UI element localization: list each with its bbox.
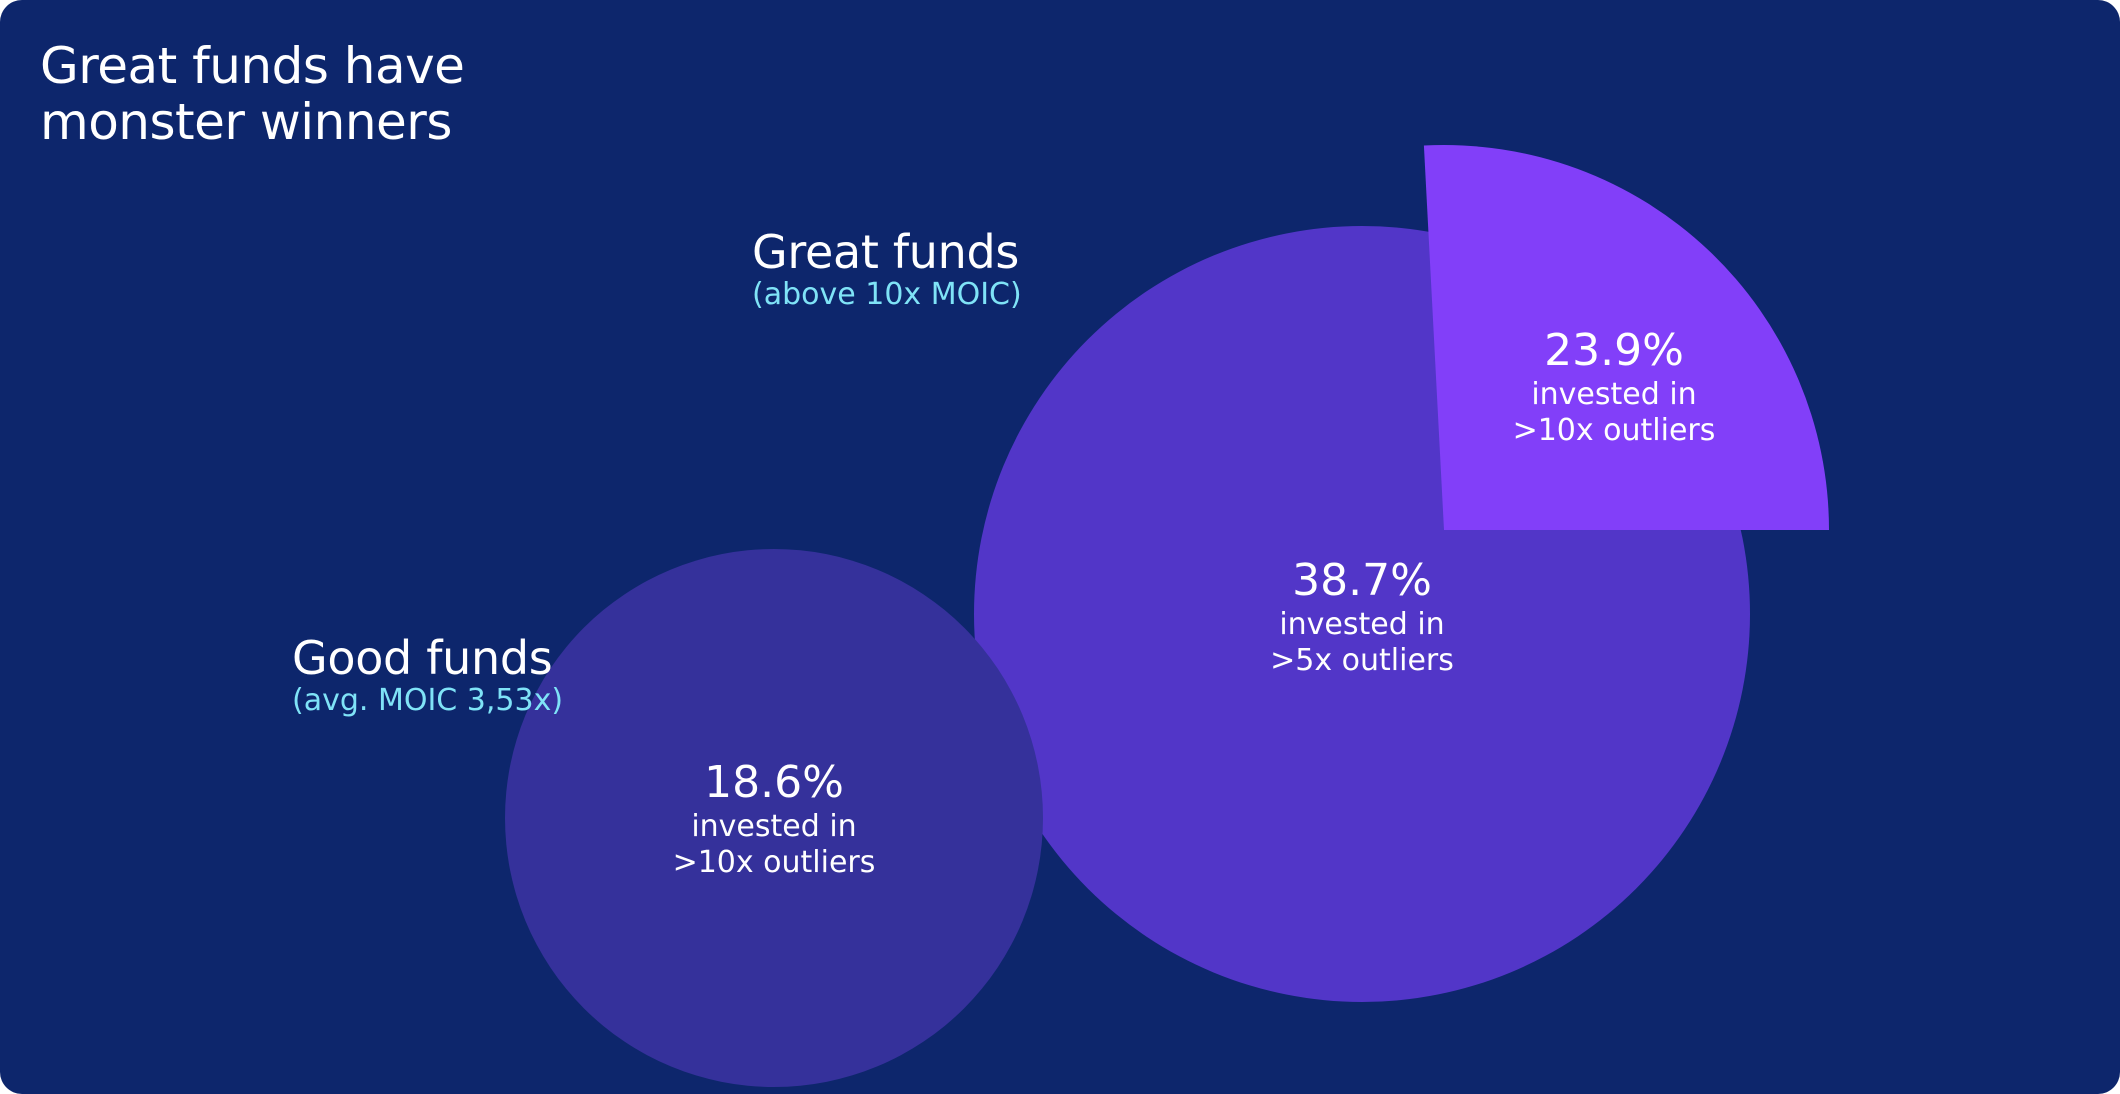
- good-funds-name: Good funds: [292, 631, 553, 685]
- great-funds-label: Great funds (above 10x MOIC): [752, 226, 1022, 312]
- great-funds-name: Great funds: [752, 225, 1020, 279]
- good-funds-note: (avg. MOIC 3,53x): [292, 683, 564, 718]
- great-funds-10x-desc-line-2: >10x outliers: [1513, 413, 1716, 448]
- chart-title-line-2: monster winners: [40, 93, 452, 151]
- great-funds-10x-desc-line-1: invested in: [1531, 377, 1696, 412]
- great-funds-5x-desc-line-2: >5x outliers: [1270, 643, 1454, 678]
- great-funds-note: (above 10x MOIC): [752, 277, 1022, 312]
- good-funds-10x-labels: 18.6%invested in>10x outliers: [673, 757, 876, 880]
- good-funds-label: Good funds (avg. MOIC 3,53x): [292, 632, 563, 718]
- good-funds-10x-percent-label: 18.6%: [704, 757, 844, 808]
- great-funds-5x-desc-line-1: invested in: [1279, 607, 1444, 642]
- outlier-wedge: [1423, 144, 1830, 530]
- good-funds-bubble: [505, 549, 1043, 1087]
- great-funds-5x-percent-label: 38.7%: [1292, 555, 1432, 606]
- chart-title-line-1: Great funds have: [40, 37, 465, 95]
- great-funds-10x-labels: 23.9%invested in>10x outliers: [1513, 325, 1716, 448]
- good-funds-10x-desc-line-1: invested in: [691, 809, 856, 844]
- chart-title: Great funds have monster winners: [40, 38, 640, 150]
- great-funds-10x-percent-label: 23.9%: [1544, 325, 1684, 376]
- good-funds-10x-desc-line-2: >10x outliers: [673, 845, 876, 880]
- great-funds-5x-labels: 38.7%invested in>5x outliers: [1270, 555, 1454, 678]
